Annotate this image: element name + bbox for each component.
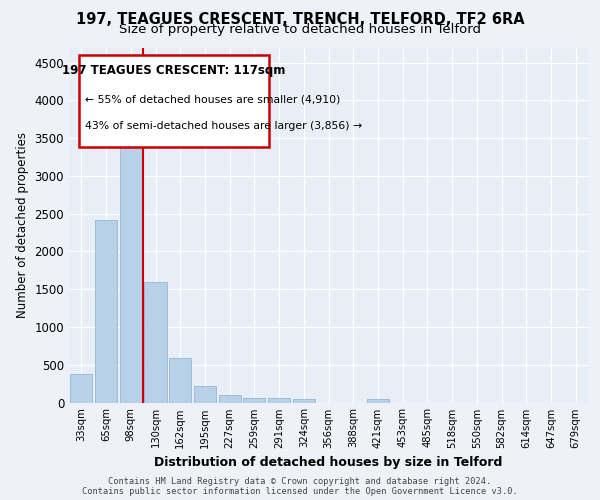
Bar <box>218 394 241 402</box>
Bar <box>119 129 142 402</box>
Bar <box>194 386 216 402</box>
Bar <box>169 358 191 403</box>
X-axis label: Distribution of detached houses by size in Telford: Distribution of detached houses by size … <box>154 456 503 469</box>
Bar <box>293 400 315 402</box>
Text: 197 TEAGUES CRESCENT: 117sqm: 197 TEAGUES CRESCENT: 117sqm <box>62 64 286 77</box>
Bar <box>70 374 92 402</box>
Text: 197, TEAGUES CRESCENT, TRENCH, TELFORD, TF2 6RA: 197, TEAGUES CRESCENT, TRENCH, TELFORD, … <box>76 12 524 28</box>
Bar <box>145 282 167 403</box>
Text: 43% of semi-detached houses are larger (3,856) →: 43% of semi-detached houses are larger (… <box>85 121 362 131</box>
Bar <box>95 220 117 402</box>
FancyBboxPatch shape <box>79 54 269 147</box>
Bar <box>367 398 389 402</box>
Bar <box>268 398 290 402</box>
Text: Contains HM Land Registry data © Crown copyright and database right 2024.
Contai: Contains HM Land Registry data © Crown c… <box>82 476 518 496</box>
Y-axis label: Number of detached properties: Number of detached properties <box>16 132 29 318</box>
Text: Size of property relative to detached houses in Telford: Size of property relative to detached ho… <box>119 22 481 36</box>
Text: ← 55% of detached houses are smaller (4,910): ← 55% of detached houses are smaller (4,… <box>85 94 340 104</box>
Bar <box>243 398 265 402</box>
